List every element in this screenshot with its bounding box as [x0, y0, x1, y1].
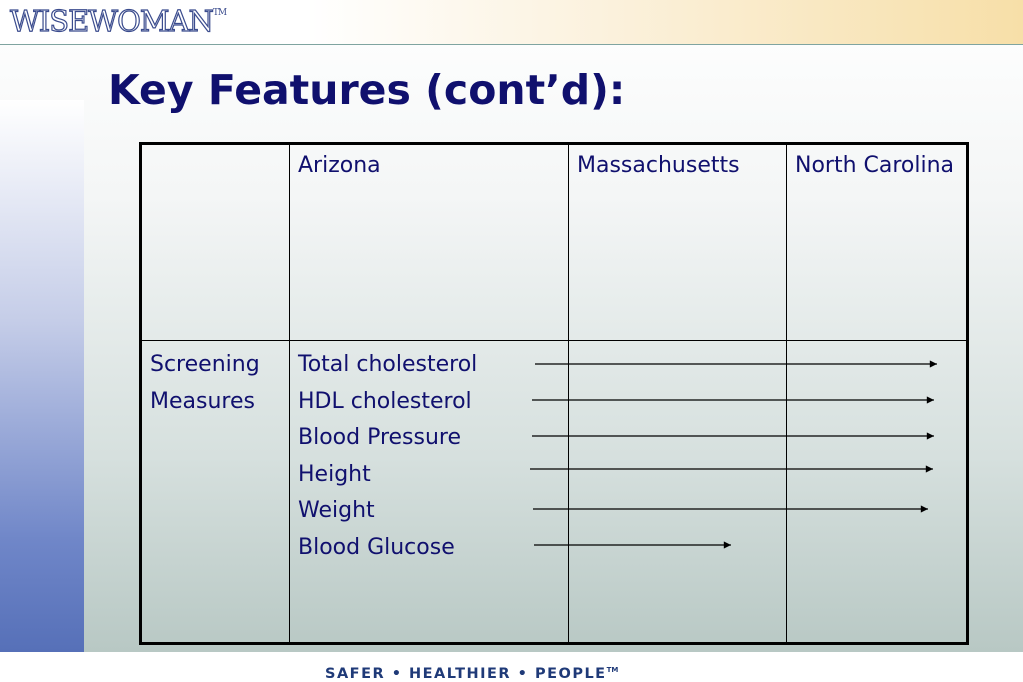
measure-item: Weight [298, 498, 375, 523]
header-cell-north-carolina: North Carolina [786, 143, 968, 341]
row-label-line: Screening [150, 352, 260, 377]
features-table: Arizona Massachusetts North Carolina Scr… [139, 142, 969, 645]
header-band [0, 0, 1023, 44]
table-header-row: Arizona Massachusetts North Carolina [140, 143, 968, 341]
measure-item: Blood Glucose [298, 534, 455, 560]
header-cell-empty [140, 143, 290, 341]
north-carolina-cell [786, 340, 968, 644]
page-title: Key Features (cont’d): [108, 66, 626, 114]
table-row-screening: Screening Measures Total cholesterol HDL… [140, 340, 968, 644]
header-rule [0, 44, 1023, 45]
wisewoman-logo: WISEWOMANTM [9, 3, 227, 38]
tagline-trademark: TM [606, 666, 619, 675]
left-accent-strip [0, 100, 84, 652]
measure-item: Total cholesterol [298, 352, 478, 377]
footer-band [0, 652, 1023, 682]
measures-cell: Total cholesterol HDL cholesterol Blood … [289, 340, 569, 644]
header-cell-arizona: Arizona [289, 143, 569, 341]
measure-item: Height [298, 461, 371, 487]
row-label-line: Measures [150, 388, 255, 414]
measure-item: Blood Pressure [298, 425, 462, 450]
logo-text: WISEWOMAN [9, 3, 214, 38]
logo-trademark: TM [212, 8, 227, 18]
row-label-cell: Screening Measures [140, 340, 290, 644]
header-cell-massachusetts: Massachusetts [568, 143, 787, 341]
massachusetts-cell [568, 340, 787, 644]
tagline-text: SAFER • HEALTHIER • PEOPLE [325, 666, 607, 682]
footer-tagline: SAFER • HEALTHIER • PEOPLETM [325, 666, 618, 682]
measure-item: HDL cholesterol [298, 388, 472, 414]
